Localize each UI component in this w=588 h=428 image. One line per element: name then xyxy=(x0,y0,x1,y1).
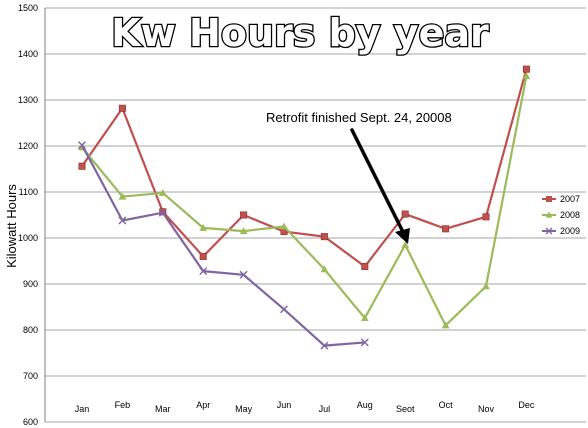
data-point xyxy=(199,223,207,231)
data-point xyxy=(239,270,248,279)
legend-item-2008: 2008 xyxy=(542,210,580,220)
data-point xyxy=(240,211,248,219)
y-tick-label: 800 xyxy=(23,325,38,335)
x-category-label: Jan xyxy=(75,404,90,414)
x-category-label: Jun xyxy=(277,400,292,410)
data-point xyxy=(320,265,329,273)
y-axis-label: Kilowatt Hours xyxy=(4,184,19,268)
data-point xyxy=(361,263,369,271)
y-tick-label: 700 xyxy=(23,371,38,381)
x-category-label: Mar xyxy=(155,404,171,414)
legend-item-2009: 2009 xyxy=(542,226,580,236)
data-point xyxy=(401,240,409,248)
y-tick-label: 1200 xyxy=(18,141,38,151)
y-tick-label: 900 xyxy=(23,279,38,289)
x-axis-category-labels: Jan Feb Mar Apr May Jun Jul Aug Seot Oct Nov Dec xyxy=(75,400,535,414)
data-point xyxy=(522,72,531,80)
y-tick-label: 1000 xyxy=(18,233,38,243)
data-point xyxy=(320,233,328,241)
data-point xyxy=(320,341,329,350)
series-line xyxy=(81,68,528,268)
series-2009 xyxy=(78,141,369,350)
series-line xyxy=(81,75,528,327)
chart-title: Kw Hours by year xyxy=(111,11,489,55)
y-tick-label: 1500 xyxy=(18,3,38,13)
data-point xyxy=(482,213,490,221)
x-category-label: Dec xyxy=(518,400,535,410)
data-point xyxy=(118,216,127,225)
data-point xyxy=(280,305,288,314)
legend-label: 2008 xyxy=(560,210,580,220)
data-point xyxy=(360,338,369,347)
data-point xyxy=(441,321,450,329)
x-category-label: Apr xyxy=(196,400,210,410)
x-category-label: Nov xyxy=(478,404,495,414)
y-tick-label: 1300 xyxy=(18,95,38,105)
legend-label: 2007 xyxy=(560,194,580,204)
data-point xyxy=(401,210,409,218)
annotation-arrow xyxy=(350,128,410,244)
data-point xyxy=(199,267,208,276)
data-point xyxy=(159,188,167,196)
x-category-label: Jul xyxy=(319,404,331,414)
data-point xyxy=(442,225,450,233)
legend: 2007 2008 2009 xyxy=(542,194,580,236)
data-point xyxy=(361,314,369,322)
retrofit-annotation: Retrofit finished Sept. 24, 20008 xyxy=(266,110,452,125)
x-category-label: May xyxy=(235,404,253,414)
y-axis-tick-labels: 600 700 800 900 1000 1100 1200 1300 1400 1500 xyxy=(18,3,38,427)
legend-label: 2009 xyxy=(560,226,580,236)
data-point xyxy=(78,162,86,170)
data-point xyxy=(78,141,86,150)
y-tick-label: 1400 xyxy=(18,49,38,59)
series-lines xyxy=(78,65,531,350)
series-2008 xyxy=(78,72,531,329)
legend-marker xyxy=(545,211,553,218)
series-line xyxy=(81,144,365,347)
data-point xyxy=(482,282,490,290)
gridlines xyxy=(45,7,586,423)
legend-marker xyxy=(546,196,552,202)
data-point xyxy=(280,222,288,230)
data-point xyxy=(199,252,207,260)
series-2007 xyxy=(78,65,530,271)
x-category-label: Oct xyxy=(439,400,454,410)
legend-item-2007: 2007 xyxy=(542,194,580,204)
legend-marker xyxy=(545,227,553,235)
data-point xyxy=(118,104,126,112)
y-tick-label: 600 xyxy=(23,417,38,427)
data-point xyxy=(239,227,248,235)
data-point xyxy=(118,192,127,200)
data-point xyxy=(522,65,530,73)
x-category-label: Seot xyxy=(396,404,415,414)
data-point xyxy=(158,208,167,217)
x-category-label: Feb xyxy=(115,400,131,410)
y-tick-label: 1100 xyxy=(19,187,38,197)
x-category-label: Aug xyxy=(357,400,373,410)
